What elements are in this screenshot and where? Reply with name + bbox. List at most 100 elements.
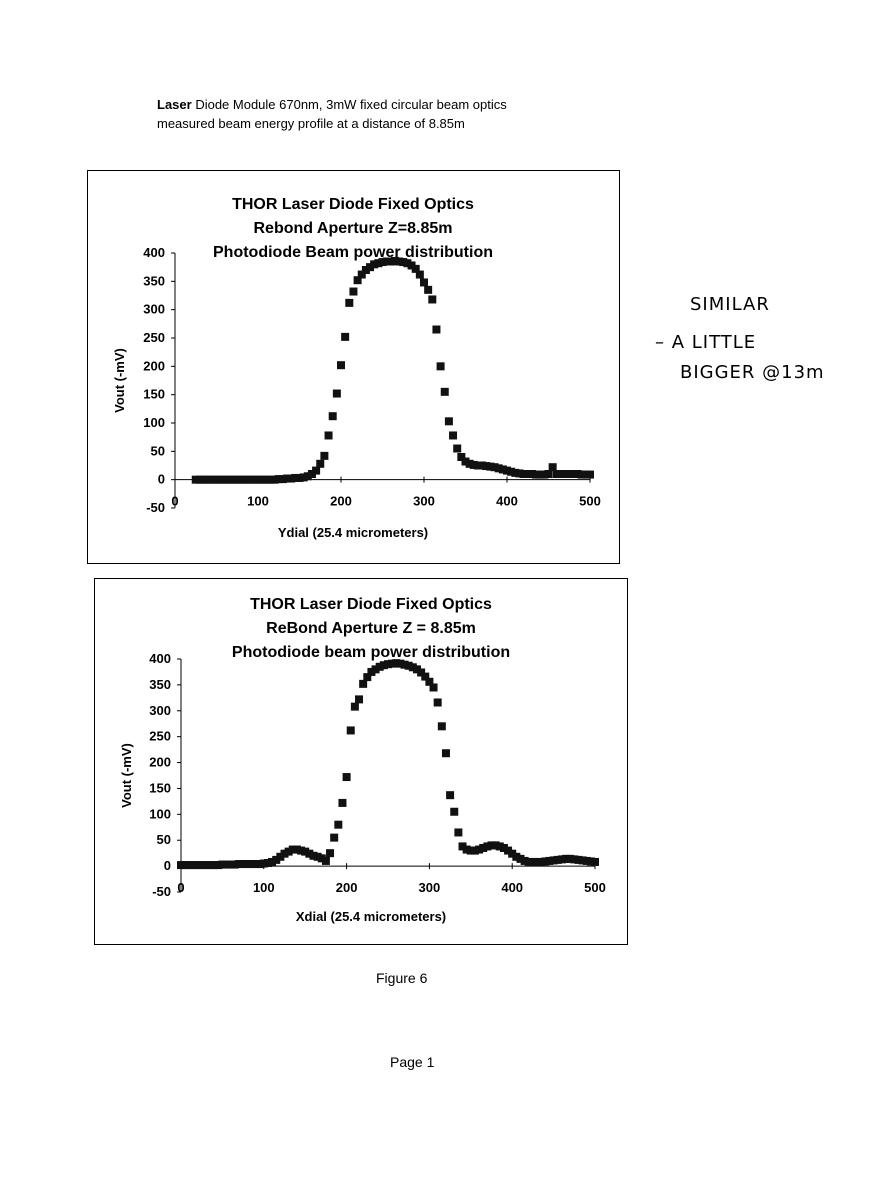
data-point	[545, 856, 554, 865]
data-point	[355, 695, 364, 704]
data-point	[378, 258, 387, 267]
x-tick-label: 0	[177, 880, 184, 895]
handwritten-note-line-2: – A LITTLE	[655, 332, 757, 353]
data-point	[516, 854, 525, 863]
data-point	[487, 841, 496, 850]
data-point	[499, 843, 508, 852]
data-point	[466, 846, 475, 855]
data-point	[428, 295, 437, 304]
data-point	[548, 463, 557, 472]
y-tick-label: 250	[143, 330, 165, 345]
data-point	[375, 662, 384, 671]
data-point	[561, 470, 570, 478]
data-point	[222, 860, 231, 869]
data-point	[229, 475, 238, 484]
page-number: Page 1	[390, 1054, 435, 1070]
data-point	[404, 661, 413, 670]
x-tick-label: 300	[413, 494, 435, 509]
data-point	[272, 855, 281, 864]
data-point	[233, 475, 242, 484]
data-point	[574, 855, 583, 864]
data-point	[470, 846, 479, 855]
data-point	[276, 852, 285, 861]
data-point	[266, 475, 275, 484]
handwritten-note-line-1: SIMILAR	[690, 294, 770, 315]
data-point	[490, 463, 499, 472]
data-point	[407, 261, 416, 270]
data-point	[288, 845, 297, 854]
y-tick-label: 400	[149, 651, 171, 666]
y-axis-label: Vout (-mV)	[119, 743, 134, 808]
data-point	[258, 475, 267, 484]
data-point	[444, 417, 453, 426]
page-caption: Laser Diode Module 670nm, 3mW fixed circ…	[157, 95, 507, 133]
data-point	[395, 257, 404, 266]
data-point	[359, 679, 368, 688]
data-point	[263, 859, 272, 868]
data-point	[245, 475, 254, 484]
y-tick-label: 300	[149, 703, 171, 718]
data-point	[332, 389, 341, 398]
data-point	[330, 833, 339, 842]
data-point	[326, 849, 335, 858]
data-point	[386, 257, 395, 266]
y-tick-label: 50	[151, 443, 165, 458]
data-point	[573, 470, 582, 478]
data-point	[586, 857, 595, 866]
data-point	[280, 849, 289, 858]
chart-title-line: Rebond Aperture Z=8.85m	[253, 220, 452, 237]
data-point	[498, 465, 507, 474]
data-point	[578, 856, 587, 865]
y-tick-label: 100	[143, 415, 165, 430]
data-point	[301, 847, 310, 856]
data-point	[577, 470, 586, 479]
data-point	[317, 854, 326, 863]
data-point	[491, 841, 500, 850]
data-point	[449, 431, 458, 440]
data-point	[210, 861, 219, 870]
data-point	[553, 855, 562, 864]
data-point	[556, 470, 565, 478]
data-point	[243, 860, 252, 869]
data-point	[388, 659, 397, 668]
x-tick-label: 300	[419, 880, 441, 895]
data-point	[292, 845, 301, 854]
data-point	[549, 856, 558, 865]
data-point	[305, 849, 314, 858]
data-point	[342, 773, 351, 782]
data-point	[361, 266, 370, 274]
data-point	[399, 258, 408, 267]
data-point	[283, 474, 292, 483]
data-point	[400, 660, 409, 669]
data-point	[371, 665, 380, 674]
x-axis-label: Xdial (25.4 micrometers)	[296, 909, 446, 924]
data-point	[541, 857, 550, 866]
data-point	[450, 807, 459, 816]
data-point	[346, 726, 355, 735]
data-point	[537, 857, 546, 866]
data-point	[234, 860, 243, 869]
data-point	[424, 285, 433, 294]
data-point	[374, 259, 383, 268]
data-point	[462, 845, 471, 854]
y-tick-label: 100	[149, 806, 171, 821]
data-point	[504, 846, 513, 855]
data-point	[195, 475, 204, 484]
data-point	[475, 845, 484, 854]
data-point	[436, 362, 445, 371]
data-point	[216, 475, 225, 484]
chart-title-line: THOR Laser Diode Fixed Optics	[250, 596, 492, 613]
data-point	[324, 431, 333, 440]
data-point	[562, 854, 571, 863]
data-point	[303, 472, 312, 481]
data-point	[291, 473, 300, 482]
data-point	[226, 860, 235, 869]
data-point	[309, 851, 318, 860]
data-point	[446, 791, 455, 800]
data-point	[367, 667, 376, 676]
data-point	[420, 278, 428, 287]
data-point	[458, 842, 467, 851]
chart-ydial: THOR Laser Diode Fixed Optics Rebond Aper…	[112, 196, 601, 540]
data-point	[284, 847, 293, 856]
x-tick-label: 0	[171, 494, 178, 509]
